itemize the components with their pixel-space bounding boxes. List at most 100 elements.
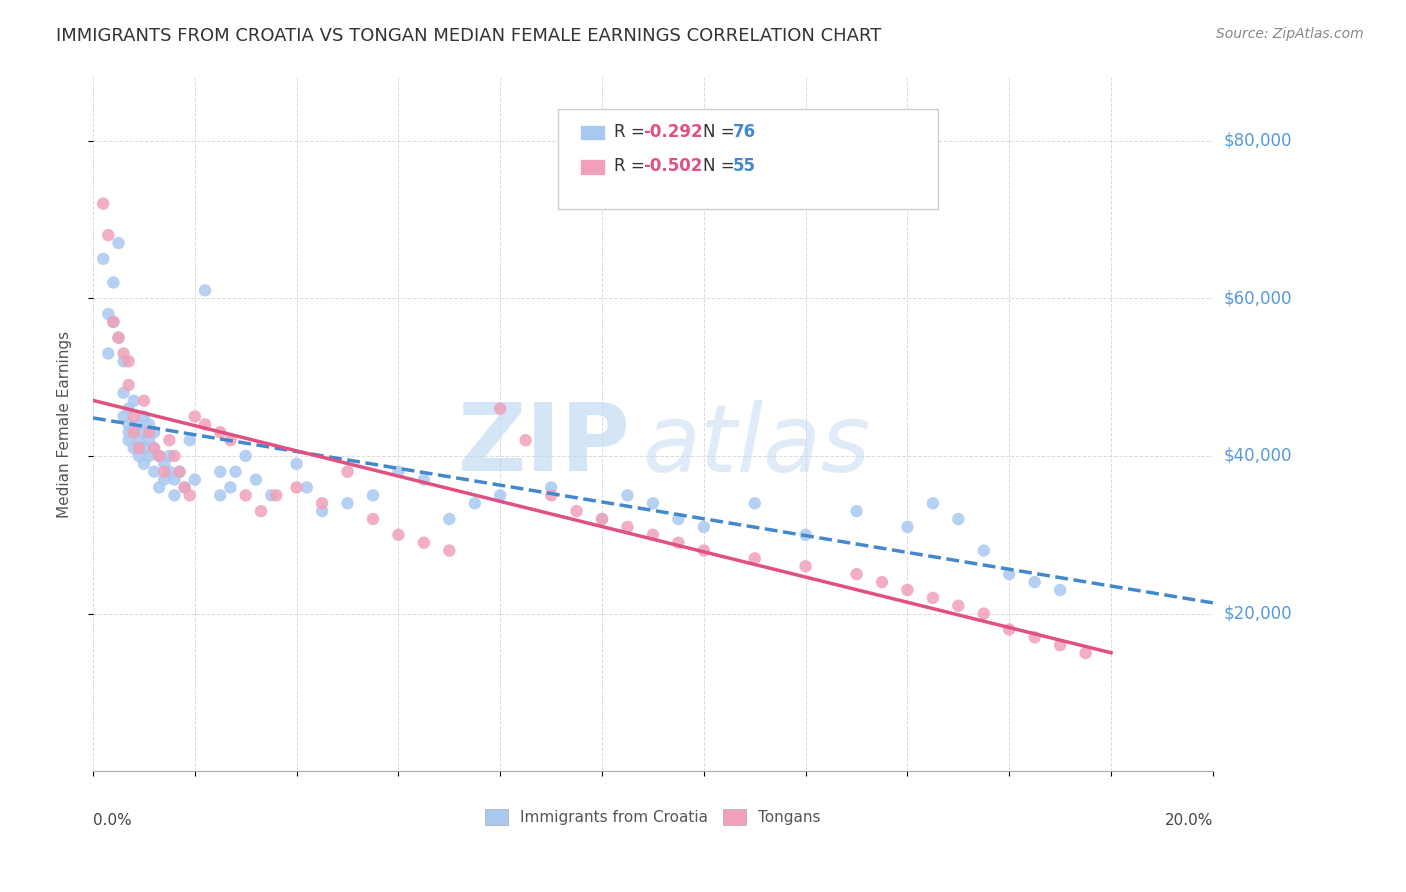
Point xyxy=(439,543,461,558)
Point xyxy=(1049,582,1071,597)
Point xyxy=(91,252,114,266)
Point xyxy=(1074,646,1097,660)
Text: $60,000: $60,000 xyxy=(1225,289,1292,307)
Point xyxy=(112,354,135,368)
Point xyxy=(148,449,170,463)
Point xyxy=(641,528,664,542)
Point xyxy=(591,512,613,526)
Point xyxy=(117,354,139,368)
Point xyxy=(153,473,176,487)
Point xyxy=(285,457,308,471)
Point xyxy=(693,543,716,558)
Point xyxy=(117,417,139,432)
Text: -0.292: -0.292 xyxy=(643,122,703,141)
FancyBboxPatch shape xyxy=(581,125,605,140)
Point xyxy=(132,441,155,455)
Point xyxy=(641,496,664,510)
Point xyxy=(179,488,201,502)
Point xyxy=(361,488,384,502)
Point xyxy=(122,425,145,440)
Point xyxy=(1024,575,1046,590)
Text: IMMIGRANTS FROM CROATIA VS TONGAN MEDIAN FEMALE EARNINGS CORRELATION CHART: IMMIGRANTS FROM CROATIA VS TONGAN MEDIAN… xyxy=(56,27,882,45)
Point xyxy=(143,441,166,455)
Text: $80,000: $80,000 xyxy=(1225,131,1292,150)
Point xyxy=(870,575,893,590)
Point xyxy=(169,465,191,479)
Point xyxy=(184,473,207,487)
Point xyxy=(1049,638,1071,652)
Point xyxy=(250,504,273,518)
Point xyxy=(157,449,180,463)
FancyBboxPatch shape xyxy=(581,160,605,175)
Point xyxy=(179,433,201,447)
Point xyxy=(845,567,868,582)
Point xyxy=(143,441,166,455)
Point xyxy=(103,276,125,290)
Point xyxy=(361,512,384,526)
Point xyxy=(896,520,918,534)
Point xyxy=(295,481,318,495)
Point xyxy=(412,473,434,487)
Point xyxy=(148,481,170,495)
Point xyxy=(153,457,176,471)
Point xyxy=(311,496,333,510)
Point xyxy=(91,196,114,211)
Point xyxy=(97,228,120,243)
Point xyxy=(184,409,207,424)
Point xyxy=(336,465,359,479)
Point xyxy=(540,481,562,495)
Point xyxy=(264,488,287,502)
Point xyxy=(922,591,945,605)
Text: N =: N = xyxy=(703,122,740,141)
Point xyxy=(439,512,461,526)
Point xyxy=(948,512,970,526)
Text: atlas: atlas xyxy=(641,400,870,491)
Point xyxy=(794,528,817,542)
Point xyxy=(132,393,155,408)
Text: R =: R = xyxy=(614,157,650,175)
Text: N =: N = xyxy=(703,157,740,175)
Point xyxy=(97,346,120,360)
Point xyxy=(117,401,139,416)
Point xyxy=(489,488,512,502)
Point xyxy=(973,543,995,558)
Point xyxy=(122,441,145,455)
Point xyxy=(219,433,242,447)
Point xyxy=(565,504,588,518)
Point xyxy=(143,465,166,479)
Point xyxy=(973,607,995,621)
Point xyxy=(132,457,155,471)
Point xyxy=(138,449,160,463)
Point xyxy=(173,481,195,495)
Point xyxy=(616,520,638,534)
Point xyxy=(225,465,247,479)
Text: 0.0%: 0.0% xyxy=(93,813,132,828)
Point xyxy=(948,599,970,613)
Point xyxy=(235,449,257,463)
Point xyxy=(744,551,766,566)
Point xyxy=(922,496,945,510)
Point xyxy=(412,535,434,549)
Point xyxy=(998,623,1021,637)
Text: -0.502: -0.502 xyxy=(643,157,702,175)
Text: R =: R = xyxy=(614,122,650,141)
Point xyxy=(117,378,139,392)
Text: 55: 55 xyxy=(733,157,755,175)
Point xyxy=(666,535,689,549)
Point xyxy=(209,465,232,479)
Point xyxy=(157,433,180,447)
Point xyxy=(693,520,716,534)
Point xyxy=(260,488,283,502)
Point xyxy=(112,346,135,360)
Point xyxy=(464,496,486,510)
Text: $20,000: $20,000 xyxy=(1225,605,1292,623)
Point xyxy=(744,496,766,510)
Point xyxy=(122,425,145,440)
Point xyxy=(194,417,217,432)
FancyBboxPatch shape xyxy=(558,109,938,210)
Point xyxy=(107,331,129,345)
Point xyxy=(169,465,191,479)
Point xyxy=(128,441,150,455)
Point xyxy=(107,235,129,250)
Point xyxy=(148,449,170,463)
